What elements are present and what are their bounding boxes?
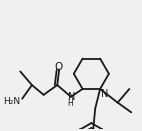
Text: N: N: [101, 89, 109, 99]
Text: H: H: [67, 99, 73, 108]
Text: O: O: [54, 62, 62, 72]
Text: H₂N: H₂N: [3, 97, 20, 106]
Text: N: N: [68, 92, 76, 102]
